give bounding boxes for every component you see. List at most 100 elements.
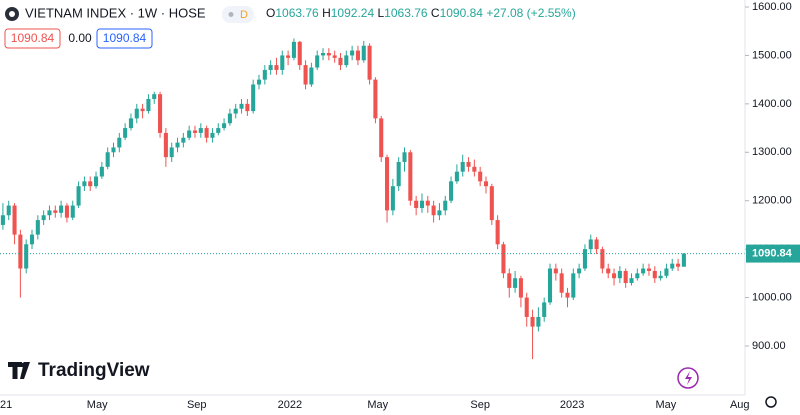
candle-body — [187, 130, 192, 138]
candle-body — [530, 316, 535, 327]
candle-body — [24, 244, 29, 269]
x-tick-label: 2023 — [560, 399, 584, 411]
candle-body — [676, 263, 681, 267]
h-value: 1092.24 — [331, 6, 375, 20]
brand-logo — [8, 362, 30, 379]
candle-body — [175, 142, 180, 148]
candle-body — [82, 181, 87, 187]
candle-body — [582, 249, 587, 269]
candle-body — [454, 171, 459, 182]
candle-body — [571, 273, 576, 298]
candle-body — [443, 200, 448, 211]
candle-body — [350, 50, 355, 56]
candle-body — [670, 263, 675, 269]
sell-price: 1090.84 — [11, 31, 55, 45]
candle-body — [449, 181, 454, 201]
candle-body — [29, 234, 35, 245]
candle-body — [76, 186, 81, 206]
candle-body — [140, 108, 145, 112]
candle-body — [326, 53, 331, 56]
x-tick-label: Sep — [470, 399, 490, 411]
candle-body — [501, 244, 506, 274]
candle-body — [617, 270, 622, 279]
candle-body — [437, 210, 442, 216]
candle-body — [489, 186, 494, 221]
l-value: 1063.76 — [384, 6, 428, 20]
badge[interactable] — [222, 6, 254, 23]
candle-body — [12, 205, 17, 235]
x-tick-label: May — [655, 399, 676, 411]
h-label: H — [322, 6, 331, 20]
buy-box[interactable] — [96, 28, 153, 49]
brand: TradingView — [8, 360, 150, 381]
badge-text: D — [240, 9, 248, 21]
x-tick-label: May — [367, 399, 388, 411]
candle-body — [53, 210, 58, 213]
candle-body — [542, 302, 547, 317]
sell-box[interactable] — [4, 28, 61, 49]
candle-body — [594, 239, 599, 250]
candle-body — [629, 278, 634, 284]
candle-body — [338, 57, 343, 66]
candle-body — [361, 45, 366, 61]
candle-body — [64, 205, 69, 218]
y-tick-label: 1400.00 — [752, 98, 792, 110]
symbol-logo-inner — [9, 11, 15, 17]
candle-body — [181, 137, 186, 143]
candle-body — [419, 200, 425, 208]
candle-body — [0, 215, 5, 225]
candle-body — [105, 152, 110, 167]
ohlc-legend: O1063.76 H1092.24 L1063.76 C1090.84 +27.… — [266, 6, 576, 20]
candle-body — [408, 152, 413, 201]
candle-body — [35, 220, 40, 235]
candle-body — [425, 200, 430, 206]
candle-body — [280, 55, 285, 70]
y-tick-label: 1500.00 — [752, 49, 792, 61]
y-tick-label: 900.00 — [752, 340, 786, 352]
candle-body — [646, 268, 652, 271]
candle-body — [320, 53, 326, 56]
candle-body — [536, 316, 541, 327]
candle-body — [612, 273, 617, 279]
candle-body — [41, 215, 46, 221]
candle-body — [315, 55, 320, 68]
candle-body — [262, 69, 267, 80]
candle-body — [192, 130, 198, 133]
change: +27.08 (+2.55%) — [486, 6, 575, 20]
candle-body — [210, 132, 215, 138]
candle-body — [222, 123, 227, 129]
candle-body — [402, 152, 407, 162]
x-tick-label: Sep — [187, 399, 207, 411]
settings-icon[interactable] — [765, 396, 777, 408]
l-label: L — [377, 6, 384, 20]
candle-body — [385, 157, 390, 211]
candle-body — [99, 166, 104, 177]
buy-price: 1090.84 — [103, 31, 147, 45]
candle-body — [367, 45, 372, 80]
candle-body — [128, 118, 133, 129]
candle-body — [239, 103, 244, 109]
candle-body — [332, 55, 337, 58]
o-value: 1063.76 — [275, 6, 319, 20]
candle-body — [117, 137, 122, 148]
o-label: O — [266, 6, 275, 20]
x-tick-label: May — [87, 399, 108, 411]
candle-body — [18, 234, 23, 269]
candle-body — [635, 273, 640, 279]
badge-dot — [228, 12, 234, 17]
events-icon-bolt — [685, 371, 692, 385]
candle-body — [472, 166, 477, 172]
candle-body — [70, 205, 75, 218]
candle-body — [565, 292, 570, 298]
last-price-label: 1090.84 — [752, 247, 793, 259]
c-label: C — [431, 6, 440, 20]
candle-body — [134, 108, 139, 119]
candle-body — [355, 50, 360, 61]
spread: 0.00 — [68, 31, 92, 45]
candle-body — [577, 268, 582, 274]
candle-body — [658, 275, 663, 279]
candle-body — [88, 181, 93, 187]
candle-body — [524, 297, 529, 317]
candle-body — [198, 128, 203, 133]
candle-body — [606, 268, 611, 274]
